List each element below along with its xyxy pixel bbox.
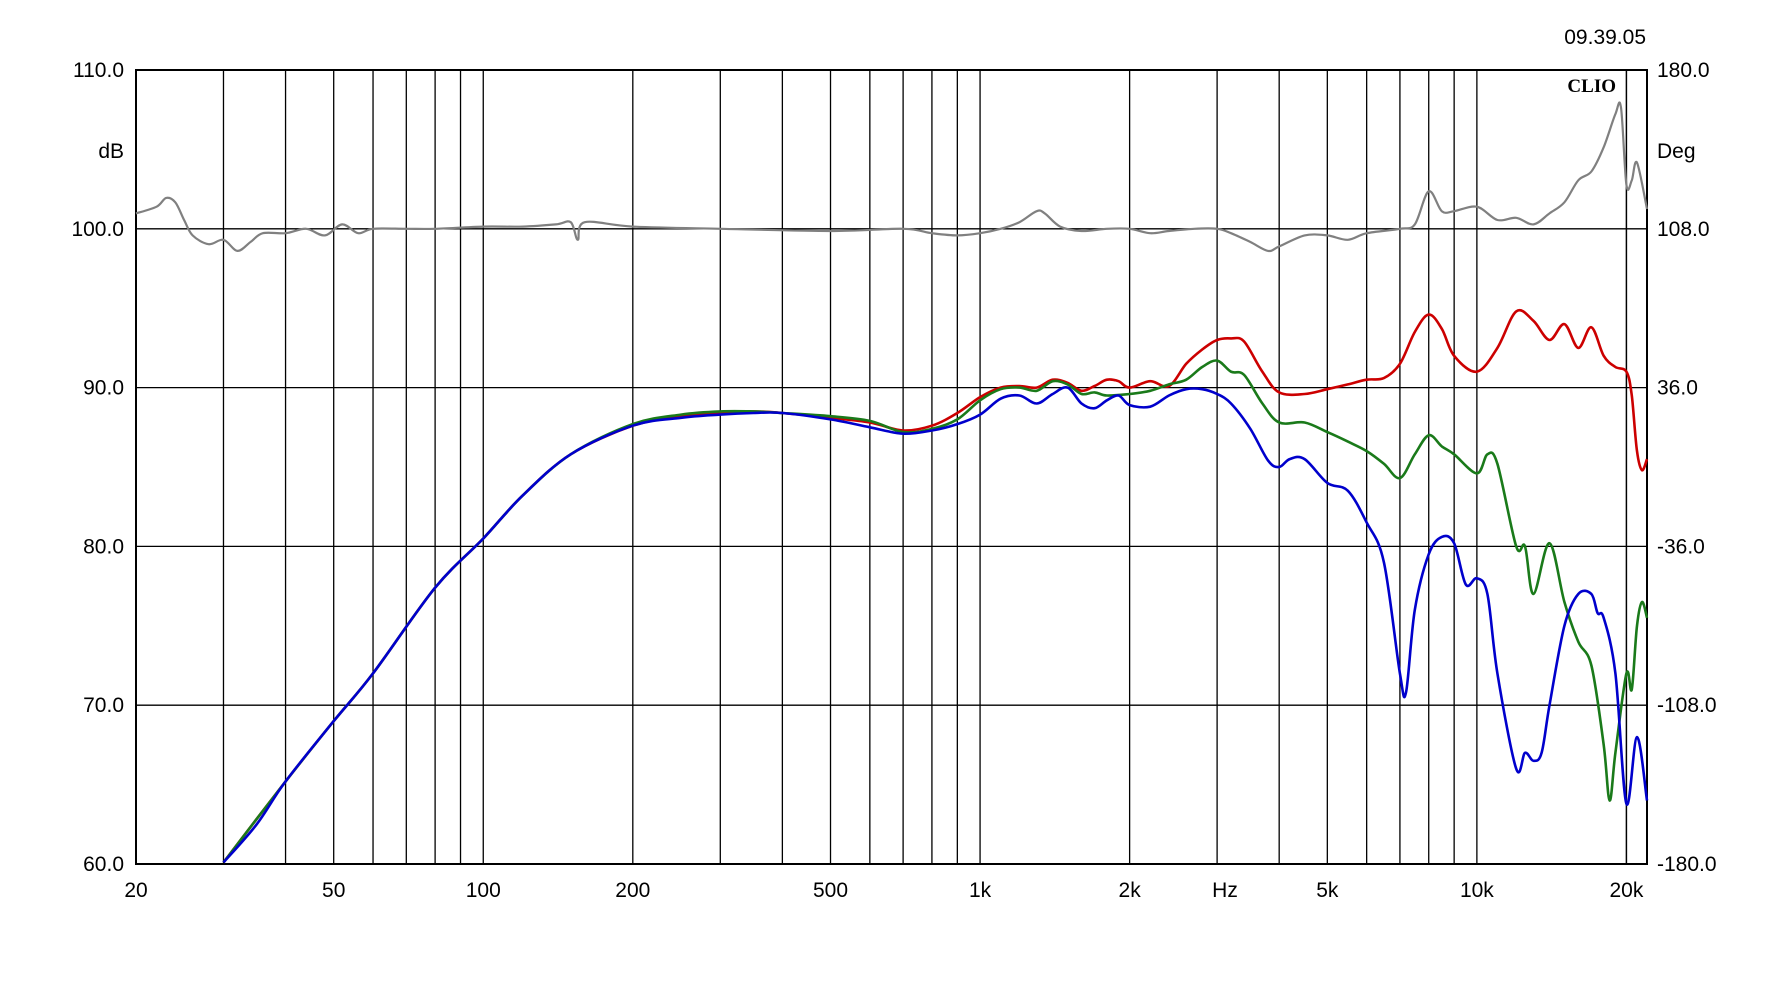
x-tick-label: 200 <box>615 879 650 902</box>
y-tick-label: 80.0 <box>83 535 124 558</box>
x-tick-label: 50 <box>322 879 345 902</box>
phase-curve <box>135 101 1649 253</box>
y2-tick-label: 108.0 <box>1657 218 1710 241</box>
x-tick-label: 5k <box>1316 879 1339 902</box>
x-tick-label: 20k <box>1610 879 1644 902</box>
x-tick-label: 2k <box>1119 879 1142 902</box>
timestamp: 09.39.05 <box>1564 26 1646 49</box>
clio-logo: CLIO <box>1567 76 1616 97</box>
y-tick-label: 100.0 <box>71 218 124 241</box>
y2-tick-label: -36.0 <box>1657 535 1705 558</box>
series-layer <box>135 101 1649 864</box>
y2-tick-label: 180.0 <box>1657 59 1710 82</box>
x-tick-label: 100 <box>466 879 501 902</box>
y-tick-label: 70.0 <box>83 694 124 717</box>
grid-lines <box>136 70 1647 864</box>
y2-axis-label: Deg <box>1657 140 1696 163</box>
y-axis-label: dB <box>98 140 124 163</box>
y-tick-label: 60.0 <box>83 853 124 876</box>
x-tick-label: 20 <box>124 879 147 902</box>
x-axis-label: Hz <box>1212 879 1238 902</box>
y-tick-label: 110.0 <box>73 59 124 82</box>
y-tick-label: 90.0 <box>83 377 124 400</box>
x-tick-label: 500 <box>813 879 848 902</box>
y2-tick-label: -108.0 <box>1657 694 1717 717</box>
plot-frame <box>135 69 1648 865</box>
x-tick-label: 10k <box>1460 879 1494 902</box>
response-curve-red <box>222 309 1649 864</box>
response-curve-green <box>222 359 1649 864</box>
y2-tick-label: -180.0 <box>1657 853 1717 876</box>
x-tick-label: 1k <box>969 879 992 902</box>
y2-tick-label: 36.0 <box>1657 377 1698 400</box>
tick-labels: 20 50 100 200 500 1k 2k 5k 10k 20k 60.0 70.0 80.0 90.… <box>71 59 1716 902</box>
response-curve-blue <box>222 386 1649 864</box>
